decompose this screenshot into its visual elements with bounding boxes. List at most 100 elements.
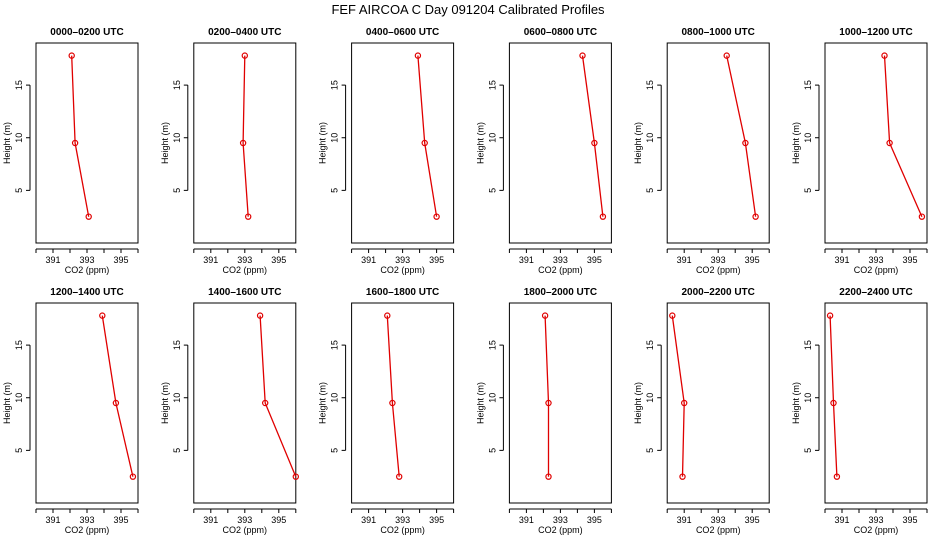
profile-line <box>883 55 923 217</box>
y-axis-label: Height (m) <box>633 382 643 424</box>
x-axis-label: CO2 (ppm) <box>380 265 425 275</box>
y-tick-label: 10 <box>330 133 340 143</box>
data-point <box>389 399 396 407</box>
y-axis-label: Height (m) <box>318 382 328 424</box>
data-point <box>541 312 549 319</box>
y-tick-label: 5 <box>803 188 813 193</box>
data-point <box>292 473 299 480</box>
panel-title: 1200–1400 UTC <box>50 287 123 298</box>
data-point <box>669 312 676 319</box>
panel-title: 2200–2400 UTC <box>839 287 912 298</box>
x-axis-label: CO2 (ppm) <box>854 265 899 275</box>
plot-frame <box>824 42 928 244</box>
y-tick-label: 10 <box>487 393 497 403</box>
y-tick-label: 15 <box>172 340 182 350</box>
data-point <box>881 52 888 59</box>
profile-panel: 1600–1800 UTC 391 393 395 CO2 (ppm) 5 10 15 Heig… <box>318 287 455 535</box>
profile-line <box>544 315 550 477</box>
plot-frame <box>351 42 455 244</box>
x-axis-label: CO2 (ppm) <box>696 265 741 275</box>
y-tick-label: 15 <box>14 80 24 90</box>
data-point <box>886 139 893 147</box>
y-tick-label: 15 <box>487 80 497 90</box>
x-tick-label: 393 <box>711 255 726 265</box>
x-tick-label: 395 <box>429 255 444 265</box>
x-tick-label: 391 <box>203 255 218 265</box>
y-tick-label: 5 <box>172 448 182 453</box>
plot-frame <box>35 302 139 504</box>
profile-line <box>417 55 438 217</box>
x-tick-label: 395 <box>271 515 286 525</box>
data-point <box>244 213 252 220</box>
y-tick-label: 5 <box>803 448 813 453</box>
y-axis-label: Height (m) <box>318 122 328 164</box>
profile-line <box>386 315 400 477</box>
y-tick-label: 5 <box>330 448 340 453</box>
x-axis-label: CO2 (ppm) <box>223 525 268 535</box>
profile-line <box>242 55 249 217</box>
data-point <box>384 312 391 319</box>
profile-panel: 0600–0800 UTC 391 393 395 CO2 (ppm) 5 10 15 Heig… <box>475 27 612 275</box>
data-point <box>396 473 403 480</box>
x-tick-label: 393 <box>553 255 568 265</box>
y-axis-label: Height (m) <box>160 382 170 424</box>
x-tick-label: 395 <box>429 515 444 525</box>
x-tick-label: 395 <box>745 255 760 265</box>
x-tick-label: 395 <box>113 255 128 265</box>
data-point <box>752 213 759 220</box>
x-axis-label: CO2 (ppm) <box>380 525 425 535</box>
panel-title: 0600–0800 UTC <box>524 27 597 38</box>
panel-title: 0200–0400 UTC <box>208 27 281 38</box>
y-tick-label: 10 <box>645 393 655 403</box>
y-tick-label: 5 <box>487 188 497 193</box>
y-axis-label: Height (m) <box>475 122 485 164</box>
x-tick-label: 393 <box>79 515 94 525</box>
data-point <box>545 473 552 480</box>
panel-title: 1800–2000 UTC <box>524 287 597 298</box>
y-axis-label: Height (m) <box>791 382 801 424</box>
data-point <box>742 139 749 147</box>
panel-title: 2000–2200 UTC <box>682 287 755 298</box>
y-tick-label: 10 <box>14 133 24 143</box>
y-tick-label: 10 <box>172 133 182 143</box>
plot-frame <box>508 42 612 244</box>
y-tick-label: 15 <box>803 340 813 350</box>
x-tick-label: 393 <box>237 515 252 525</box>
x-tick-label: 391 <box>45 515 60 525</box>
panel-title: 0400–0600 UTC <box>366 27 439 38</box>
plot-frame <box>824 302 928 504</box>
data-point <box>239 139 247 147</box>
data-point <box>723 52 730 59</box>
x-tick-label: 391 <box>677 255 692 265</box>
plot-frame <box>193 42 297 244</box>
x-tick-label: 391 <box>361 515 376 525</box>
x-tick-label: 391 <box>834 515 849 525</box>
y-tick-label: 5 <box>172 188 182 193</box>
x-tick-label: 393 <box>868 255 883 265</box>
x-tick-label: 395 <box>271 255 286 265</box>
y-tick-label: 15 <box>330 340 340 350</box>
x-tick-label: 393 <box>395 255 410 265</box>
x-tick-label: 395 <box>902 515 917 525</box>
y-axis-label: Height (m) <box>2 382 12 424</box>
y-tick-label: 5 <box>14 188 24 193</box>
data-point <box>599 213 607 220</box>
data-point <box>681 399 688 407</box>
profile-line <box>581 55 604 217</box>
panel-title: 1400–1600 UTC <box>208 287 281 298</box>
x-tick-label: 395 <box>745 515 760 525</box>
x-axis-label: CO2 (ppm) <box>696 525 741 535</box>
y-tick-label: 10 <box>803 133 813 143</box>
data-point <box>826 312 834 319</box>
y-tick-label: 10 <box>645 133 655 143</box>
profile-line <box>71 55 90 217</box>
y-tick-label: 5 <box>330 188 340 193</box>
y-tick-label: 15 <box>803 80 813 90</box>
x-axis-label: CO2 (ppm) <box>854 525 899 535</box>
data-point <box>679 473 686 480</box>
